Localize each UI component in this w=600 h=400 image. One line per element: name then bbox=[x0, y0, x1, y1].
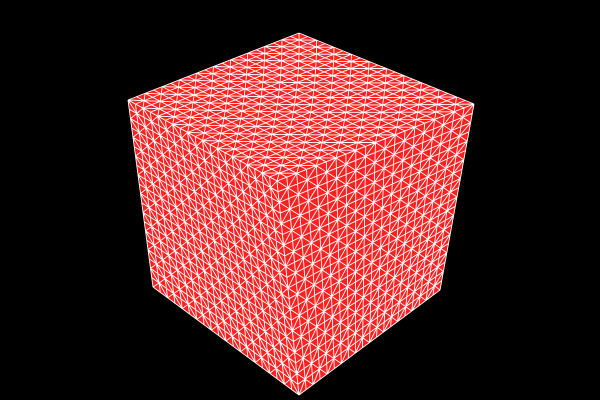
face-fill-left bbox=[128, 100, 299, 395]
face-fill-right bbox=[277, 104, 474, 395]
cube-face-right bbox=[276, 103, 475, 396]
cube-face-left bbox=[127, 99, 300, 396]
wireframe-right bbox=[276, 103, 475, 396]
wireframe-top bbox=[127, 32, 475, 182]
cube-face-top bbox=[127, 32, 475, 182]
face-fill-top bbox=[128, 33, 474, 181]
wireframe-left bbox=[127, 99, 300, 396]
